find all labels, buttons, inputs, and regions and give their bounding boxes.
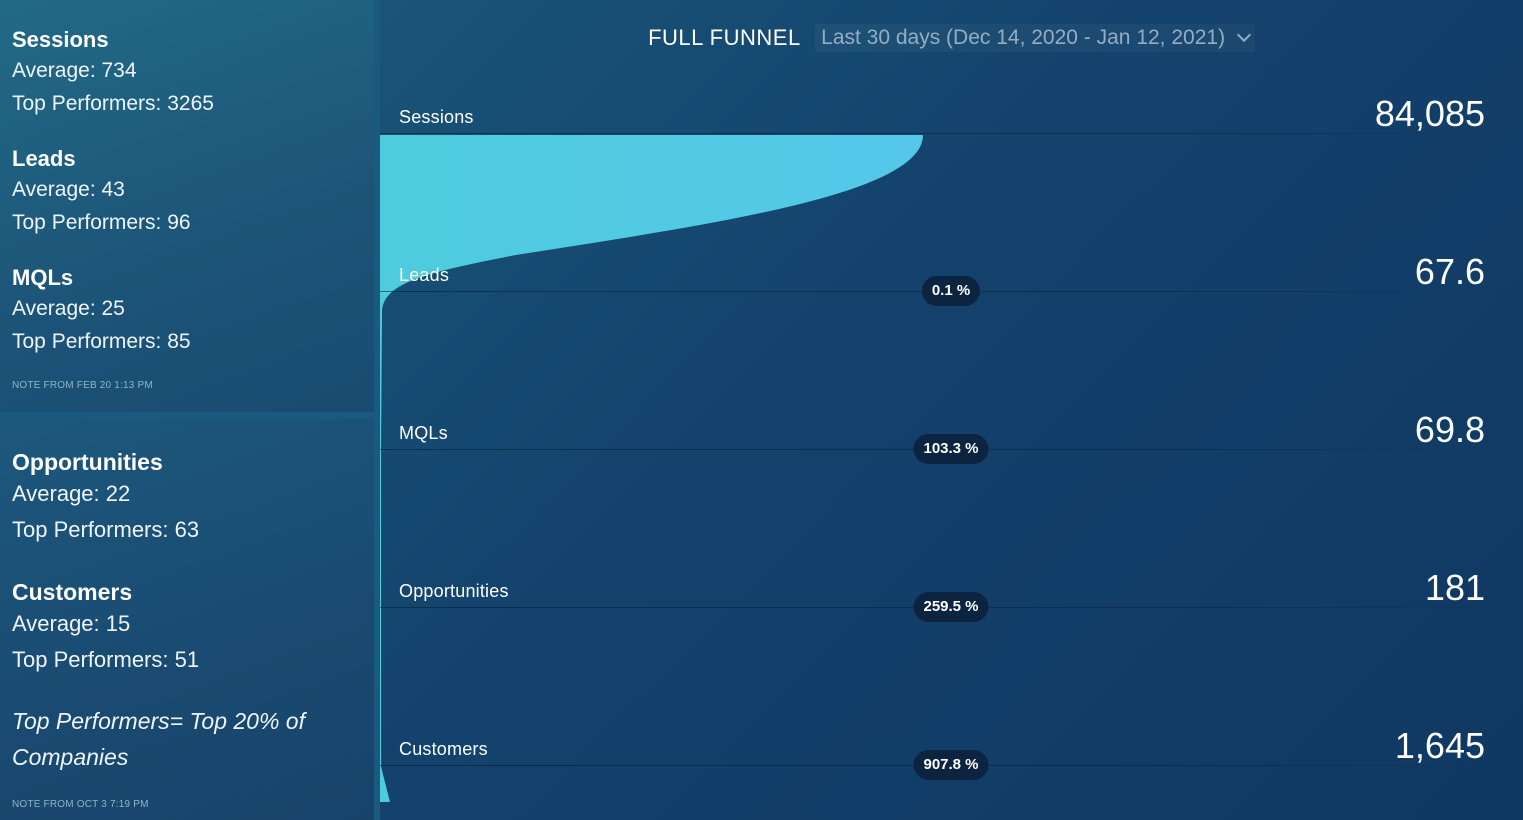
stage-value: 67.6 bbox=[1414, 251, 1485, 292]
funnel-header: FULL FUNNEL Last 30 days (Dec 14, 2020 -… bbox=[380, 24, 1523, 52]
note-metric-leads: Leads Average: 43 Top Performers: 96 bbox=[12, 145, 191, 239]
stage-value: 1,645 bbox=[1394, 725, 1485, 766]
metric-title: Opportunities bbox=[12, 449, 163, 475]
funnel-widget: FULL FUNNEL Last 30 days (Dec 14, 2020 -… bbox=[380, 0, 1523, 820]
metric-title: Sessions bbox=[12, 27, 109, 52]
date-range-label: Last 30 days (Dec 14, 2020 - Jan 12, 202… bbox=[821, 26, 1226, 49]
stage-value: 84,085 bbox=[1374, 93, 1485, 134]
note-card-benchmarks-2[interactable]: Opportunities Average: 22 Top Performers… bbox=[0, 419, 374, 820]
metric-average: Average: 43 bbox=[12, 178, 125, 201]
metric-average: Average: 734 bbox=[12, 59, 137, 82]
date-range-select[interactable]: Last 30 days (Dec 14, 2020 - Jan 12, 202… bbox=[815, 24, 1255, 52]
note-metric-opportunities: Opportunities Average: 22 Top Performers… bbox=[12, 448, 199, 548]
note-definition: Top Performers= Top 20% of Companies bbox=[12, 708, 305, 770]
stage-label: Customers bbox=[399, 739, 488, 759]
notes-column: Sessions Average: 734 Top Performers: 32… bbox=[0, 0, 374, 820]
chevron-down-icon[interactable] bbox=[1236, 27, 1251, 43]
note-timestamp: NOTE FROM OCT 3 7:19 PM bbox=[12, 799, 149, 810]
metric-average: Average: 25 bbox=[12, 297, 125, 320]
notes-divider bbox=[0, 412, 374, 419]
funnel-area bbox=[380, 135, 923, 802]
metric-top-performers: Top Performers: 85 bbox=[12, 330, 191, 353]
metric-top-performers: Top Performers: 63 bbox=[12, 517, 200, 542]
stage-label: Opportunities bbox=[399, 581, 509, 601]
metric-average: Average: 15 bbox=[12, 611, 131, 636]
funnel-title: FULL FUNNEL bbox=[648, 25, 801, 50]
conversion-rate-badge: 907.8 % bbox=[913, 750, 989, 780]
note-metric-mqls: MQLs Average: 25 Top Performers: 85 bbox=[12, 264, 191, 358]
stage-label: Sessions bbox=[399, 107, 474, 127]
note-metric-customers: Customers Average: 15 Top Performers: 51 bbox=[12, 578, 199, 678]
stage-label: MQLs bbox=[399, 423, 448, 443]
note-card-benchmarks[interactable]: Sessions Average: 734 Top Performers: 32… bbox=[0, 0, 374, 412]
conversion-rate-badge: 103.3 % bbox=[913, 434, 989, 464]
metric-top-performers: Top Performers: 3265 bbox=[12, 92, 214, 115]
stage-value: 69.8 bbox=[1414, 409, 1485, 450]
note-metric-sessions: Sessions Average: 734 Top Performers: 32… bbox=[12, 26, 214, 120]
conversion-rate-badge: 0.1 % bbox=[921, 276, 981, 306]
note-timestamp: NOTE FROM FEB 20 1:13 PM bbox=[12, 380, 153, 391]
column-divider bbox=[374, 0, 380, 820]
metric-top-performers: Top Performers: 96 bbox=[12, 211, 191, 234]
funnel-chart bbox=[380, 135, 923, 802]
metric-title: MQLs bbox=[12, 265, 74, 290]
stage-value: 181 bbox=[1424, 567, 1485, 608]
stage-divider bbox=[380, 133, 1523, 134]
stage-label: Leads bbox=[399, 265, 450, 285]
metric-top-performers: Top Performers: 51 bbox=[12, 647, 200, 672]
metric-title: Leads bbox=[12, 146, 76, 171]
metric-title: Customers bbox=[12, 579, 133, 605]
metric-average: Average: 22 bbox=[12, 481, 131, 506]
conversion-rate-badge: 259.5 % bbox=[913, 592, 989, 622]
